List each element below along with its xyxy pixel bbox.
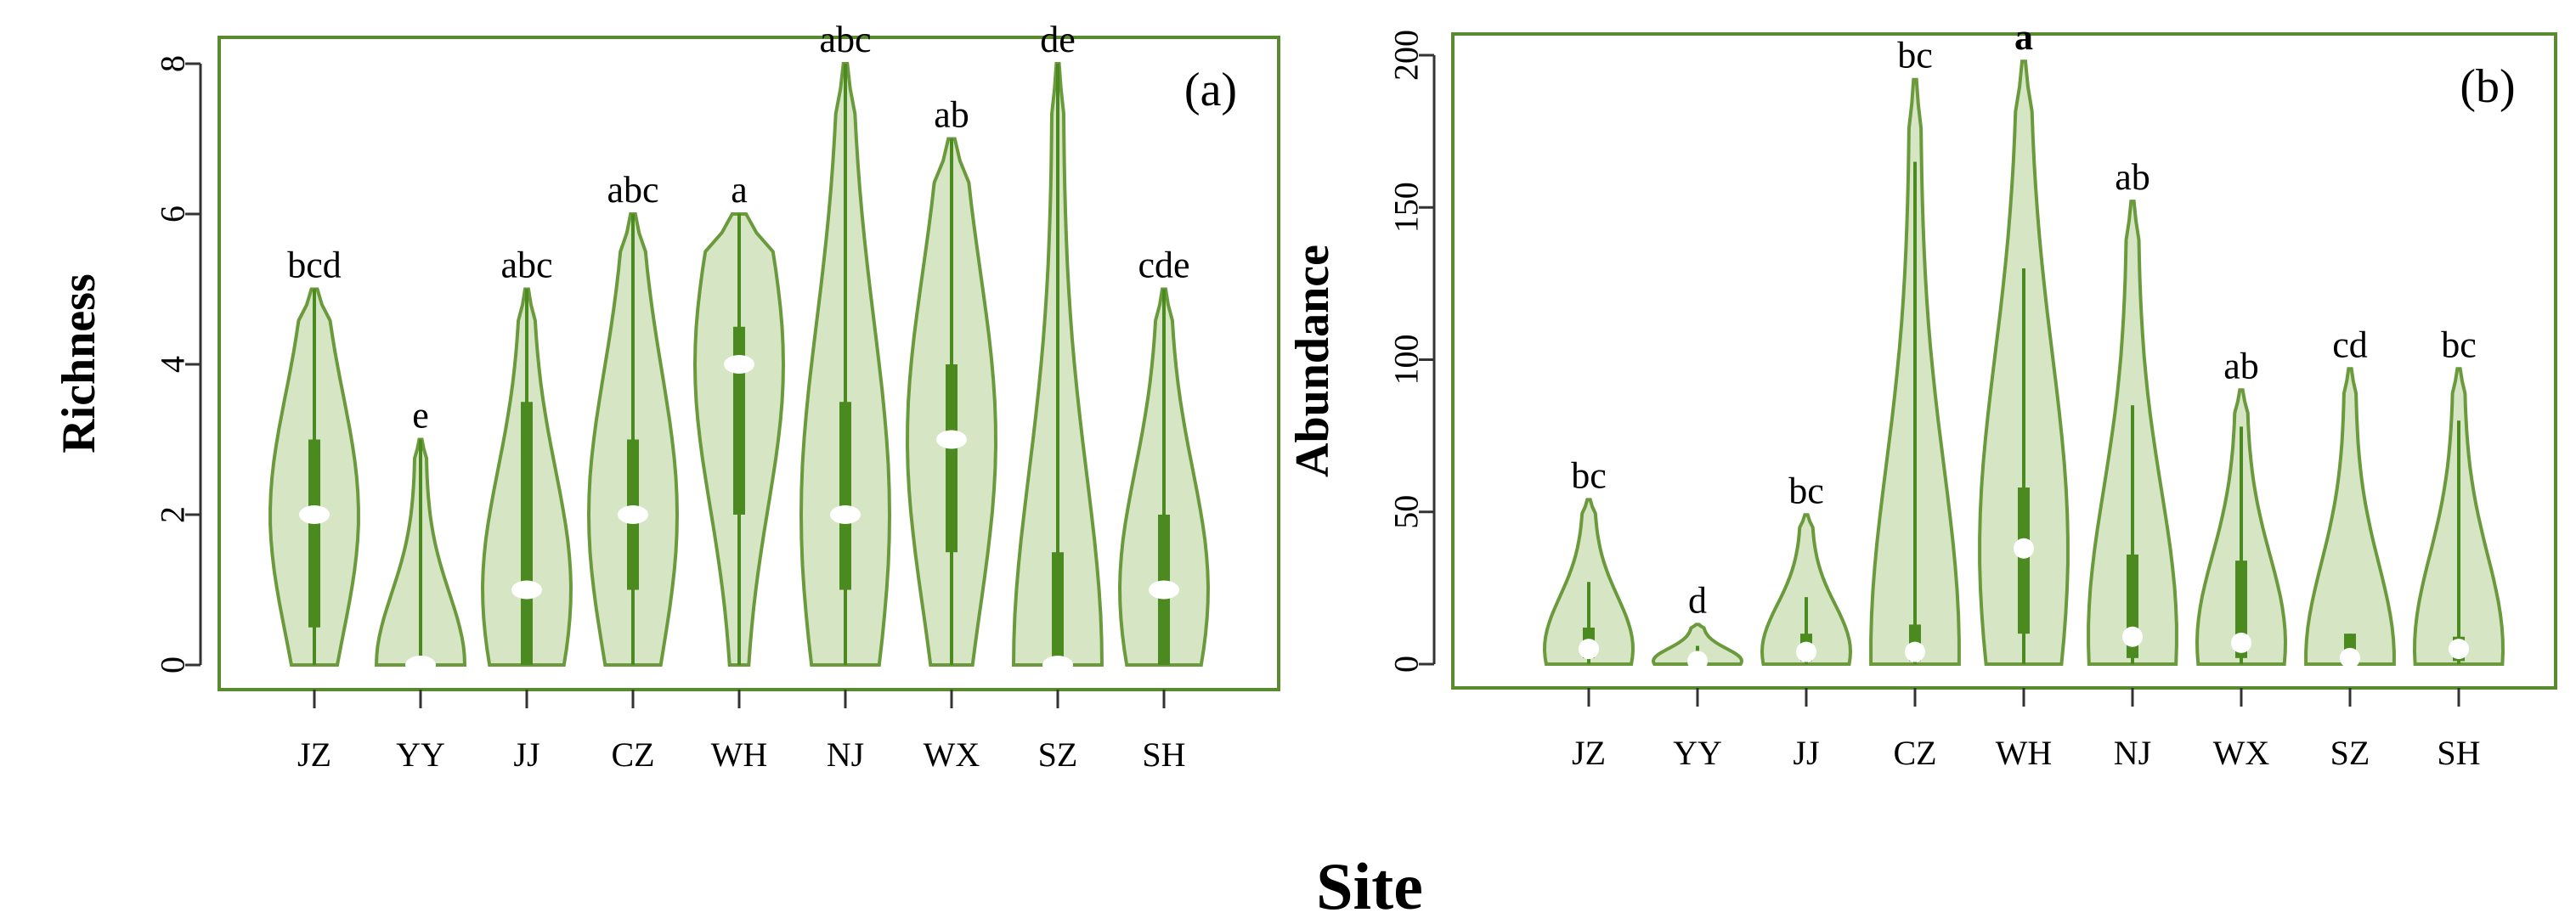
y-tick-label: 0 — [154, 656, 192, 673]
violin-median — [1149, 580, 1179, 600]
panel-label: (b) — [2460, 60, 2515, 113]
x-tick-label: WX — [2213, 734, 2270, 772]
x-tick-label: CZ — [1893, 734, 1936, 772]
significance-letter: bc — [1788, 470, 1824, 511]
plot-frame — [1451, 32, 2557, 690]
violin-SZ — [2304, 367, 2396, 666]
violin-median — [830, 505, 861, 524]
significance-letter: bcd — [287, 245, 342, 286]
x-tick-label: JZ — [297, 735, 331, 774]
violin-median — [2231, 632, 2251, 653]
x-tick-label: NJ — [827, 735, 864, 774]
violin-YY — [1651, 623, 1744, 666]
x-tick-label: SH — [2437, 734, 2480, 772]
violin-median — [1687, 651, 1708, 672]
panel-b: 0 50 100 150 200 Abundance (b) JZ bc YY d JJ bc CZ bc W… — [1286, 16, 2557, 772]
y-tick-label: 150 — [1387, 182, 1426, 233]
violin-median — [299, 505, 330, 524]
x-tick-label: SZ — [1038, 735, 1078, 774]
significance-letter: bc — [1897, 35, 1933, 76]
y-tick-label: 200 — [1387, 30, 1426, 81]
significance-letter: ab — [934, 94, 969, 136]
x-tick-label: YY — [1673, 734, 1722, 772]
panel-label: (a) — [1184, 64, 1237, 116]
violin-iqr-bar — [308, 439, 320, 628]
violin-median — [1796, 641, 1816, 662]
significance-letter: d — [1688, 579, 1707, 621]
violin-JZ — [1542, 498, 1635, 666]
y-axis-title: Abundance — [1286, 245, 1339, 477]
x-tick-label: WX — [924, 735, 980, 774]
y-tick-label: 50 — [1387, 495, 1426, 529]
violin-median — [1579, 639, 1599, 660]
violin-median — [2014, 538, 2034, 559]
significance-letter: ab — [2115, 156, 2150, 198]
violin-iqr-bar — [1052, 552, 1064, 665]
violin-median — [1905, 641, 1925, 662]
violin-iqr-bar — [733, 326, 745, 515]
x-tick-label: SZ — [2330, 734, 2370, 772]
significance-letter: ab — [2223, 345, 2259, 386]
violin-median — [2122, 626, 2143, 647]
x-tick-label: JZ — [1572, 734, 1606, 772]
y-tick-label: 2 — [154, 506, 192, 523]
significance-letter: abc — [500, 245, 552, 286]
significance-letter: de — [1040, 19, 1076, 60]
violin-median — [936, 430, 967, 449]
y-tick-label: 6 — [154, 206, 192, 223]
y-tick-label: 4 — [154, 356, 192, 373]
violin-JJ — [1760, 513, 1853, 666]
panel-a: 0 2 4 6 8 Richness (a) JZ bcd YY e JJ abc CZ abc WH a NJ a… — [53, 19, 1280, 774]
plot-frame — [217, 36, 1280, 691]
y-tick-label: 0 — [1387, 656, 1426, 673]
x-tick-label: SH — [1142, 735, 1185, 774]
significance-letter: abc — [819, 19, 871, 60]
violin-median — [724, 355, 754, 374]
y-tick-label: 8 — [154, 55, 192, 72]
x-tick-label: YY — [396, 735, 445, 774]
violin-median — [511, 580, 542, 600]
significance-letter: a — [731, 169, 748, 211]
significance-letter: a — [2014, 16, 2033, 58]
y-tick-label: 100 — [1387, 335, 1426, 386]
violin-iqr-bar — [521, 402, 533, 665]
figure-xlabel: Site — [1316, 849, 1423, 923]
violin-median — [405, 656, 436, 674]
x-tick-label: CZ — [611, 735, 654, 774]
violin-iqr-bar — [2018, 487, 2030, 634]
significance-letter: bc — [2441, 324, 2477, 365]
x-tick-label: JJ — [1793, 734, 1819, 772]
violin-median — [2340, 647, 2360, 668]
violin-median — [2449, 639, 2469, 660]
x-tick-label: WH — [1996, 734, 2053, 772]
significance-letter: cd — [2332, 324, 2368, 365]
violin-iqr-bar — [946, 364, 958, 553]
violin-iqr-bar — [839, 402, 851, 590]
x-tick-label: NJ — [2114, 734, 2151, 772]
x-tick-label: WH — [711, 735, 768, 774]
significance-letter: e — [412, 395, 429, 437]
significance-letter: abc — [607, 169, 658, 211]
violin-median — [618, 505, 648, 524]
x-tick-label: JJ — [513, 735, 539, 774]
significance-letter: cde — [1138, 245, 1189, 286]
significance-letter: bc — [1571, 454, 1607, 496]
violin-median — [1042, 656, 1073, 674]
y-axis-title: Richness — [53, 273, 105, 454]
